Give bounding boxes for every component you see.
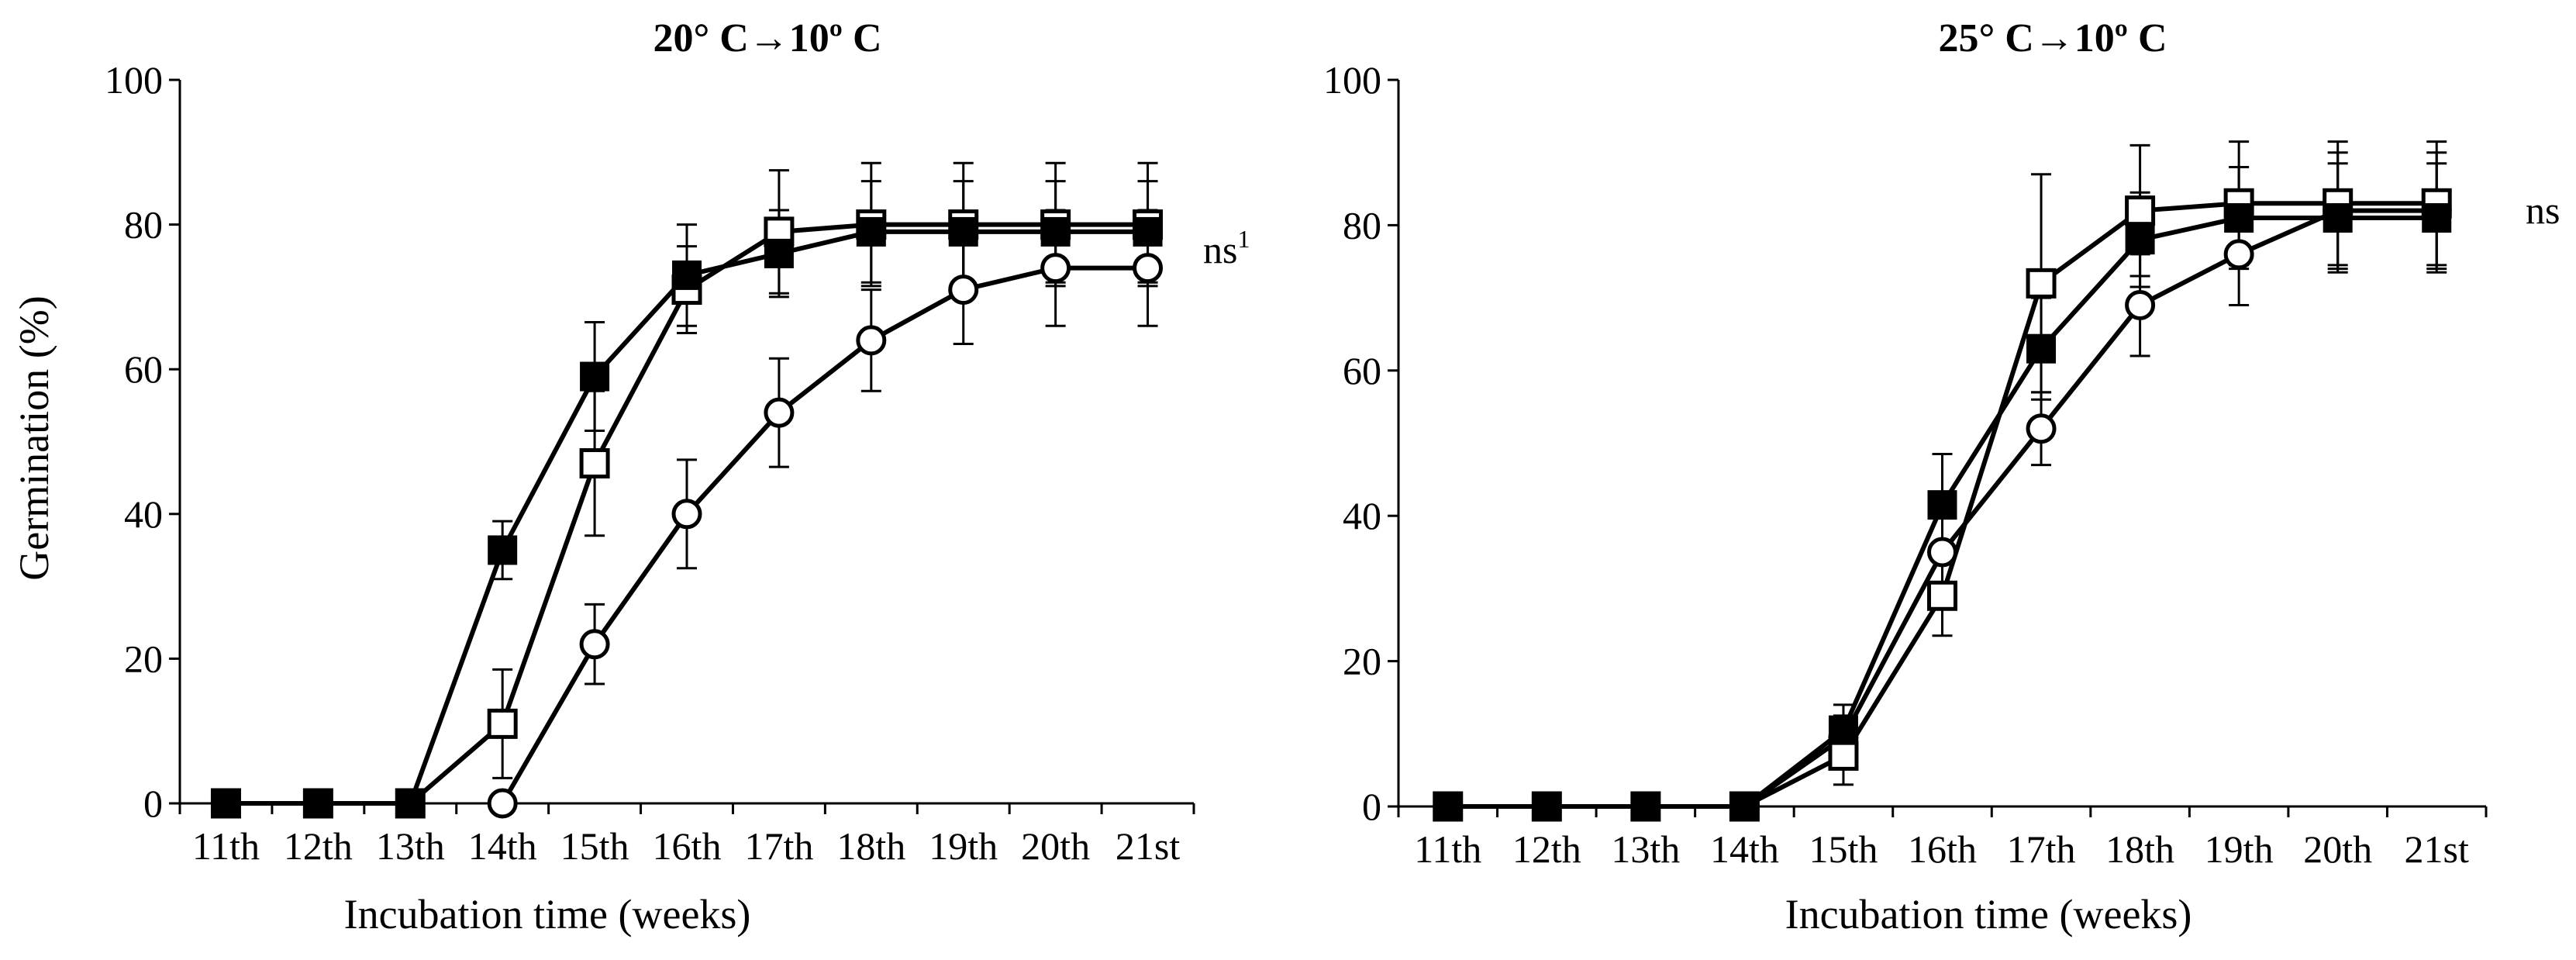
chart-left-x-tick-label: 14th — [468, 824, 537, 868]
chart-right-point-open-square — [1927, 580, 1957, 611]
chart-left-point-open-circle — [1040, 253, 1071, 284]
chart-left-y-tick-label: 0 — [143, 782, 163, 825]
chart-left-ylabel: Germination (%) — [11, 295, 57, 580]
chart-left-x-tick-label: 18th — [836, 824, 905, 868]
chart-right-x-tick-label: 15th — [1809, 827, 1878, 871]
chart-left-y-tick-label: 20 — [124, 637, 163, 680]
chart-left-point-filled-square — [488, 535, 518, 565]
chart-right-x-tick-label: 16th — [1908, 827, 1977, 871]
chart-right-x-tick-label: 14th — [1710, 827, 1779, 871]
chart-left-y-tick-label: 100 — [105, 58, 163, 102]
chart-right-y-tick-label: 60 — [1343, 349, 1381, 392]
chart-right-x-tick-label: 18th — [2105, 827, 2174, 871]
chart-left-x-tick-label: 17th — [744, 824, 813, 868]
chart-left-point-open-square — [487, 708, 518, 739]
chart-right-plot-area: 0 20 40 60 80 100 11th 12th 13th 14th 15th 16th 17th… — [1323, 58, 2488, 871]
chart-left-point-open-circle — [671, 499, 702, 530]
chart-left-point-open-circle — [579, 629, 610, 660]
chart-left-point-filled-square — [580, 361, 610, 392]
chart-left-x-tick-label: 20th — [1021, 824, 1090, 868]
chart-right-x-tick-label: 19th — [2205, 827, 2274, 871]
chart-left-x-tick-label: 21st — [1116, 824, 1180, 868]
chart-left-point-open-circle — [856, 325, 887, 356]
chart-right-point-filled-square — [2323, 203, 2353, 233]
chart-right-point-filled-square — [2224, 203, 2254, 233]
chart-left-point-filled-square — [1133, 216, 1163, 247]
chart-right-y-tick-label: 100 — [1323, 58, 1381, 102]
chart-left-point-open-circle — [764, 397, 795, 428]
chart-left-point-filled-square — [303, 789, 333, 818]
chart-left: 20° C→10º C Germination (%) Incubation t… — [11, 16, 1250, 938]
chart-left-x-tick-label: 11th — [192, 824, 260, 868]
chart-left-x-tick-label: 13th — [376, 824, 445, 868]
chart-left-point-filled-square — [211, 789, 241, 818]
chart-left-point-filled-square — [395, 789, 426, 818]
chart-right-point-filled-square — [1729, 792, 1760, 821]
chart-left-xlabel: Incubation time (weeks) — [344, 891, 751, 938]
chart-right-point-filled-square — [1532, 792, 1562, 821]
chart-right-point-filled-square — [2125, 225, 2155, 255]
chart-right-y-tick-label: 20 — [1343, 640, 1381, 683]
chart-left-plot-area: 0 20 40 60 80 100 11th 12th 13th 14th 15th 16th 17th… — [105, 58, 1195, 868]
chart-left-x-tick-label: 15th — [560, 824, 629, 868]
chart-left-point-open-square — [579, 447, 610, 478]
chart-right-y-tick-label: 40 — [1343, 494, 1381, 537]
chart-left-x-tick-label: 19th — [929, 824, 998, 868]
chart-right-point-filled-square — [1828, 715, 1858, 745]
chart-right-point-open-square — [1828, 740, 1859, 771]
chart-right: 25° C→10º C Incubation time (weeks) ns 0… — [1323, 16, 2560, 938]
chart-left-y-tick-label: 80 — [124, 203, 163, 247]
chart-right-point-open-circle — [1927, 537, 1957, 568]
chart-right-x-tick-label: 20th — [2303, 827, 2372, 871]
chart-left-point-open-circle — [487, 788, 518, 819]
chart-right-title: 25° C→10º C — [1938, 16, 2167, 60]
chart-right-point-filled-square — [1927, 490, 1957, 520]
chart-left-point-filled-square — [764, 238, 794, 268]
chart-right-point-open-square — [2026, 268, 2057, 299]
chart-left-point-filled-square — [1040, 216, 1071, 247]
chart-right-point-filled-square — [2422, 203, 2452, 233]
chart-right-x-tick-label: 17th — [2007, 827, 2076, 871]
chart-left-annotation-sup: 1 — [1237, 225, 1250, 253]
chart-right-point-open-circle — [2223, 239, 2254, 270]
chart-left-annotation-text: ns — [1203, 228, 1237, 271]
chart-left-point-filled-square — [948, 216, 978, 247]
chart-left-point-open-circle — [948, 275, 979, 306]
chart-left-point-filled-square — [672, 260, 702, 290]
chart-right-series-line-open-circle — [1743, 208, 2437, 809]
chart-right-point-open-circle — [2026, 413, 2057, 444]
chart-left-point-open-circle — [1133, 253, 1164, 284]
chart-right-annotation-text: ns — [2526, 188, 2560, 232]
chart-left-point-filled-square — [856, 216, 886, 247]
chart-left-x-tick-label: 16th — [653, 824, 722, 868]
chart-right-point-filled-square — [1630, 792, 1660, 821]
chart-left-series-line-open-circle — [500, 265, 1148, 805]
chart-right-x-tick-label: 12th — [1512, 827, 1581, 871]
chart-left-y-tick-label: 60 — [124, 347, 163, 391]
chart-left-title: 20° C→10º C — [653, 16, 881, 60]
chart-left-annotation: ns1 — [1203, 225, 1250, 271]
chart-right-x-tick-label: 13th — [1611, 827, 1680, 871]
chart-left-x-tick-label: 12th — [284, 824, 353, 868]
chart-right-point-filled-square — [1433, 792, 1463, 821]
chart-right-point-open-circle — [2125, 289, 2156, 320]
chart-right-annotation: ns — [2526, 188, 2560, 232]
chart-left-y-tick-label: 40 — [124, 492, 163, 536]
chart-right-xlabel: Incubation time (weeks) — [1785, 891, 2192, 938]
chart-right-y-tick-label: 80 — [1343, 203, 1381, 247]
chart-right-x-tick-label: 11th — [1414, 827, 1481, 871]
chart-right-point-filled-square — [2026, 333, 2057, 364]
chart-right-y-tick-label: 0 — [1362, 785, 1381, 828]
chart-right-point-open-square — [2125, 195, 2156, 226]
chart-right-x-tick-label: 21st — [2405, 827, 2469, 871]
